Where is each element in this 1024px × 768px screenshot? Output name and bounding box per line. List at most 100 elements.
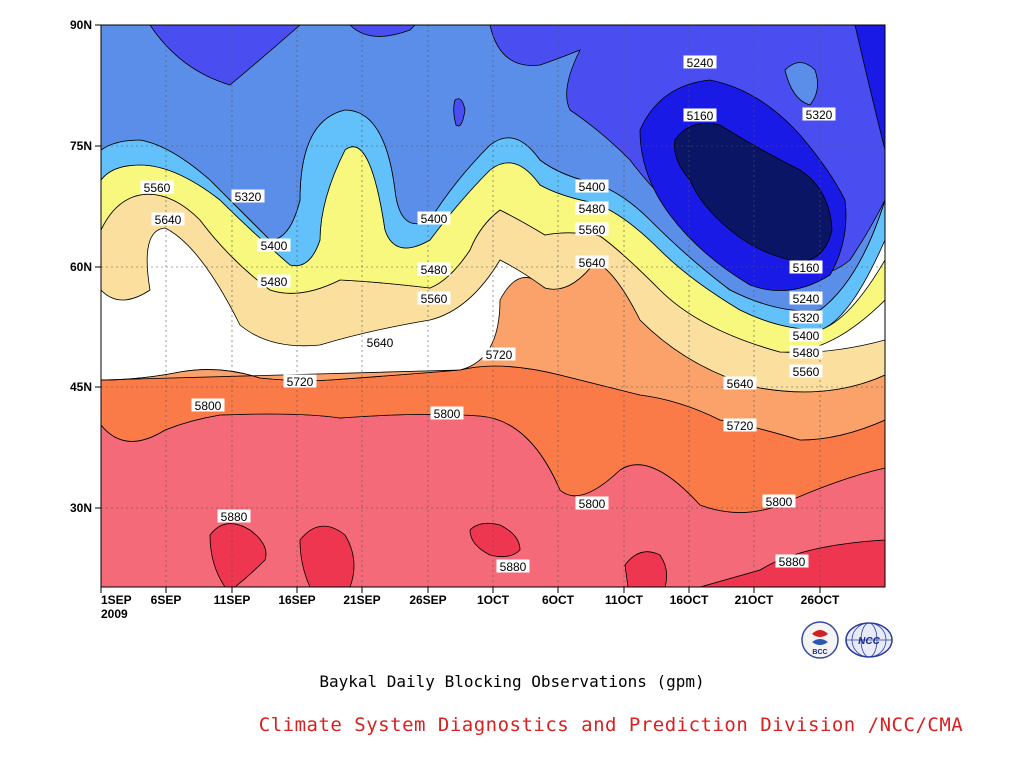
contour-label-text: 5800 <box>195 399 222 413</box>
contour-label-text: 5160 <box>687 109 714 123</box>
y-tick-label: 75N <box>70 139 92 153</box>
y-tick-label: 60N <box>70 260 92 274</box>
contour-label: 5320 <box>231 189 265 204</box>
contour-label-bg <box>140 180 174 194</box>
contour-label-bg <box>417 211 451 225</box>
contour-label-text: 5720 <box>287 375 314 389</box>
x-tick-label: 16OCT <box>670 593 709 607</box>
contour-label-text: 5640 <box>155 213 182 227</box>
x-tick-label: 11OCT <box>605 593 644 607</box>
contour-label-bg <box>575 179 609 193</box>
contour-label-bg <box>257 238 291 252</box>
x-tick-label: 11SEP <box>214 593 251 607</box>
contour-label: 5480 <box>575 201 609 216</box>
contour-label-text: 5880 <box>221 510 248 524</box>
contour-label-bg <box>417 262 451 276</box>
contour-label: 5640 <box>151 212 185 227</box>
contour-label-text: 5160 <box>793 261 820 275</box>
contour-label-text: 5880 <box>779 555 806 569</box>
contour-label: 5480 <box>789 345 823 360</box>
cell-5320-ring <box>784 62 818 106</box>
contour-label-text: 5480 <box>579 202 606 216</box>
x-tick-year: 2009 <box>101 607 128 621</box>
contour-label-bg <box>217 509 251 523</box>
band-below-5160 <box>674 122 833 263</box>
contour-label: 5240 <box>789 291 823 306</box>
contour-label-text: 5400 <box>421 212 448 226</box>
contour-label: 5560 <box>417 291 451 306</box>
contour-label: 5560 <box>140 180 174 195</box>
contour-label: 5480 <box>257 274 291 289</box>
contour-label-text: 5800 <box>579 497 606 511</box>
contour-label: 5880 <box>496 559 530 574</box>
contour-label-text: 5720 <box>486 348 513 362</box>
contour-label-text: 5560 <box>793 365 820 379</box>
contour-label: 5400 <box>789 328 823 343</box>
contour-label: 5640 <box>363 335 397 350</box>
contour-label-text: 5240 <box>793 292 820 306</box>
contour-label: 5400 <box>575 179 609 194</box>
contour-label-text: 5560 <box>579 223 606 237</box>
x-tick-label: 26SEP <box>409 593 446 607</box>
contour-label-bg <box>575 222 609 236</box>
grid-lines <box>101 24 885 587</box>
contour-label-text: 5320 <box>806 108 833 122</box>
contour-label-bg <box>575 255 609 269</box>
contour-label: 5480 <box>417 262 451 277</box>
contour-label-text: 5320 <box>793 311 820 325</box>
contour-label-bg <box>789 310 823 324</box>
chart-title: Baykal Daily Blocking Observations (gpm) <box>319 672 705 691</box>
contour-label-text: 5320 <box>235 190 262 204</box>
contour-label-bg <box>802 107 836 121</box>
contour-label-bg <box>775 554 809 568</box>
contour-label: 5720 <box>723 418 757 433</box>
contour-label-bg <box>151 212 185 226</box>
contour-label-bg <box>575 201 609 215</box>
contour-labels: 5560 5640 5320 5400 5480 5640 5720 5800 5880 5400… <box>140 55 836 574</box>
contour-label-bg <box>789 260 823 274</box>
contour-label-text: 5800 <box>434 407 461 421</box>
contour-label: 5400 <box>257 238 291 253</box>
contour-label-bg <box>482 347 516 361</box>
contour-label: 5800 <box>575 496 609 511</box>
contour-label-text: 5480 <box>793 346 820 360</box>
contour-label-text: 5640 <box>367 336 394 350</box>
contour-label-text: 5400 <box>793 329 820 343</box>
cell-5880-d <box>624 551 668 587</box>
contour-label: 5880 <box>217 509 251 524</box>
cell-5880-a <box>209 523 267 587</box>
contour-label: 5320 <box>802 107 836 122</box>
contour-label-bg <box>789 291 823 305</box>
bcc-logo: BCC <box>801 621 839 659</box>
contour-label: 5800 <box>430 406 464 421</box>
contour-label: 5560 <box>575 222 609 237</box>
ncc-logo: NCC <box>845 622 893 658</box>
x-tick-label: 21SEP <box>343 593 380 607</box>
contour-label-bg <box>723 376 757 390</box>
contour-label-bg <box>430 406 464 420</box>
contour-label-bg <box>683 108 717 122</box>
x-tick-label: 1SEP <box>101 593 132 607</box>
y-tick-label: 30N <box>70 501 92 515</box>
contour-label: 5320 <box>789 310 823 325</box>
contour-label-text: 5800 <box>766 495 793 509</box>
contour-label-text: 5720 <box>727 419 754 433</box>
contour-label-text: 5480 <box>261 275 288 289</box>
contour-label-text: 5400 <box>261 239 288 253</box>
contour-label-text: 5560 <box>421 292 448 306</box>
contour-label-bg <box>575 496 609 510</box>
axis-ticks: 1SEP 6SEP 11SEP 16SEP 21SEP 26SEP 1OCT 6OCT 11OC… <box>70 18 840 621</box>
contour-label: 5720 <box>482 347 516 362</box>
cell-5880-c <box>469 522 521 558</box>
x-tick-label: 21OCT <box>735 593 774 607</box>
cell-5880-b <box>299 525 355 587</box>
contour-label-bg <box>231 189 265 203</box>
x-tick-label: 1OCT <box>477 593 510 607</box>
contour-label: 5880 <box>775 554 809 569</box>
y-tick-label: 90N <box>70 18 92 32</box>
contour-label-bg <box>496 559 530 573</box>
contour-label-bg <box>363 335 397 349</box>
contour-label-bg <box>257 274 291 288</box>
cell-blob <box>453 98 466 127</box>
